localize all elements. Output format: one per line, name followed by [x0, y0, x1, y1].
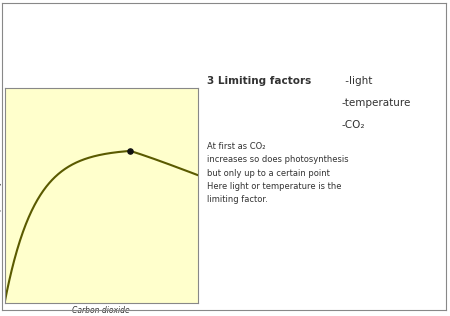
Text: 3 Limiting factors: 3 Limiting factors: [207, 76, 311, 86]
Text: At first as CO₂
increases so does photosynthesis
but only up to a certain point
: At first as CO₂ increases so does photos…: [207, 142, 349, 204]
Text: -temperature: -temperature: [342, 98, 411, 108]
Text: -CO₂: -CO₂: [342, 120, 365, 130]
Point: [127, 149, 134, 154]
Y-axis label: Rate of photosynthesis: Rate of photosynthesis: [0, 152, 2, 240]
X-axis label: Carbon dioxide
concentration: Carbon dioxide concentration: [72, 306, 130, 316]
Text: -light: -light: [342, 76, 373, 86]
